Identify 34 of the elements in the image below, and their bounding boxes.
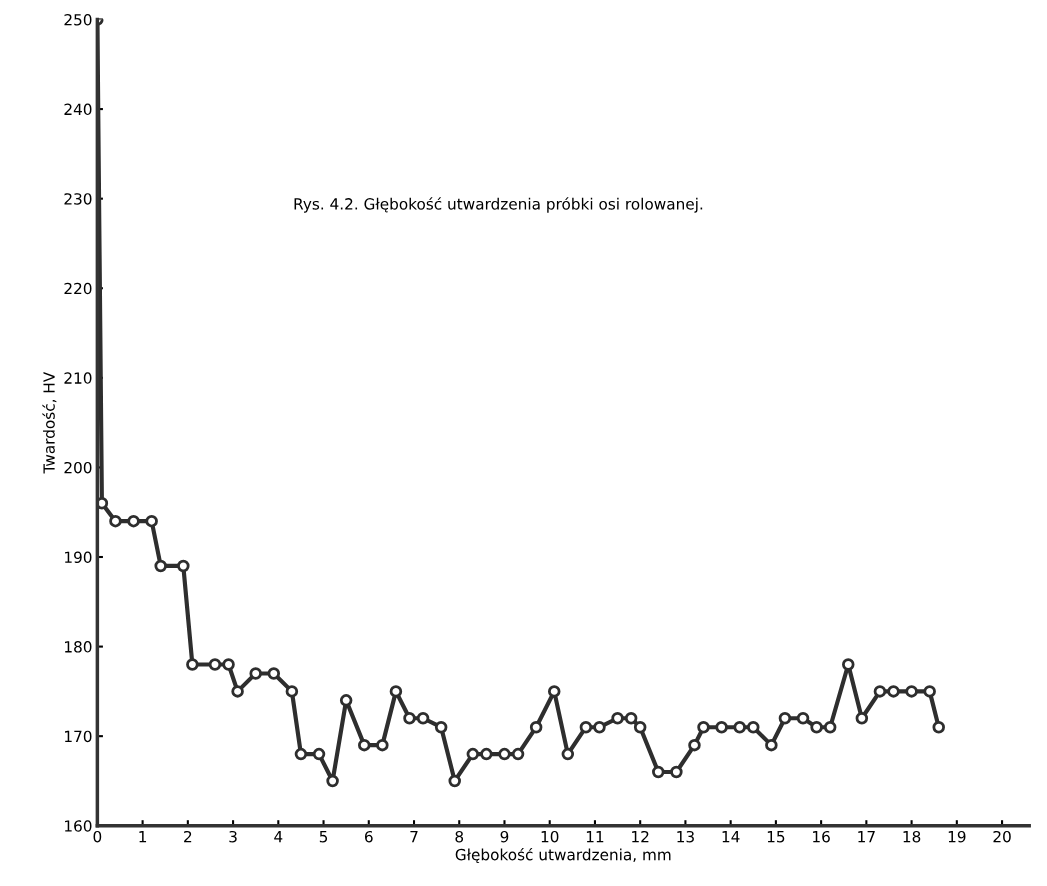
- x-tick-label: 11: [586, 831, 604, 843]
- y-tick-label: 220: [64, 282, 92, 295]
- y-tick-label: 190: [65, 551, 92, 564]
- y-tick-label: 210: [64, 372, 92, 384]
- x-tick-label: 20: [993, 830, 1011, 843]
- y-tick-label: 170: [65, 730, 92, 743]
- x-tick-label: 9: [500, 830, 509, 843]
- x-tick-label: 8: [455, 830, 464, 843]
- y-tick-label: 250: [64, 13, 92, 26]
- x-tick-label: 13: [677, 830, 694, 843]
- text: Rys. 4.2. Głębokość utwardzenia próbki osi rolowanej.: [294, 197, 703, 213]
- x-tick-label: 1: [139, 831, 147, 843]
- y-tick-label: 160: [65, 820, 92, 832]
- x-axis-title: Głębokość utwardzenia, mm: [455, 847, 671, 864]
- x-tick-label: 4: [274, 831, 283, 843]
- x-tick-label: 0: [93, 830, 102, 843]
- y-tick-label: 180: [65, 641, 92, 653]
- x-tick-label: 15: [767, 831, 785, 843]
- x-tick-label: 2: [184, 830, 192, 843]
- x-tick-label: 6: [364, 830, 373, 843]
- x-tick-label: 7: [410, 831, 418, 843]
- x-tick-label: 14: [722, 831, 740, 843]
- x-tick-label: 19: [948, 830, 966, 843]
- x-tick-label: 10: [541, 830, 559, 843]
- y-tick-label: 200: [64, 461, 92, 474]
- y-axis-title: Twardość, HV: [42, 371, 57, 474]
- x-tick-label: 5: [319, 831, 328, 843]
- x-tick-label: 16: [813, 830, 830, 843]
- y-tick-label: 240: [64, 103, 92, 116]
- x-tick-label: 12: [632, 830, 649, 843]
- x-tick-label: 18: [903, 830, 921, 843]
- x-tick-label: 17: [858, 831, 875, 843]
- y-tick-label: 230: [64, 193, 92, 205]
- x-tick-label: 3: [229, 830, 237, 843]
